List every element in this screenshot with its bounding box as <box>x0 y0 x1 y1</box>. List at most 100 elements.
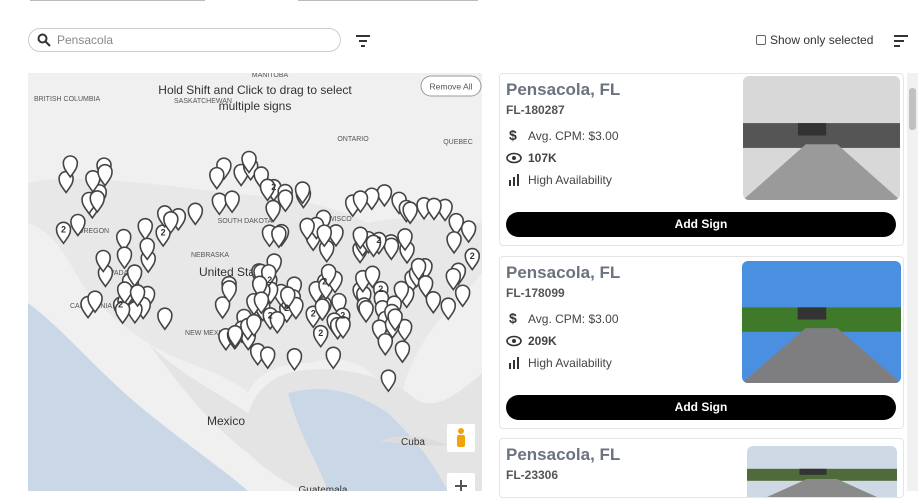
map-pin <box>410 257 427 282</box>
map-label: MANITOBA <box>252 73 289 79</box>
cluster-count: 2 <box>318 328 323 338</box>
billboard <box>799 468 827 475</box>
map-label: BRITISH COLUMBIA <box>34 96 100 103</box>
map-label: SASKATCHEWAN <box>174 98 232 105</box>
map-pin <box>365 234 382 258</box>
map-pin <box>85 170 101 194</box>
cluster-count: 2 <box>271 182 276 192</box>
add-sign-button[interactable]: Add Sign <box>506 395 896 420</box>
cluster-count: 2 <box>311 309 316 319</box>
cluster-count: 2 <box>470 251 475 261</box>
map-pin <box>397 228 413 252</box>
map-label: NEBRASKA <box>191 252 229 259</box>
map-pin <box>417 275 434 299</box>
remove-all-button[interactable] <box>420 75 482 97</box>
map-label: ONTARIO <box>337 136 369 143</box>
listing-title: Pensacola, FL <box>506 263 621 282</box>
map-pin <box>460 220 477 244</box>
map-pin <box>157 307 173 331</box>
toggle-label: Show only selected <box>770 33 874 47</box>
map-pin <box>445 267 462 291</box>
listing-id: FL-180287 <box>506 103 565 117</box>
map-pin <box>129 284 146 308</box>
billboard <box>797 307 827 320</box>
svg-text:$: $ <box>509 311 517 326</box>
map-pin <box>279 286 296 310</box>
map-label: Guatemala <box>299 485 348 491</box>
map-pin <box>227 325 243 349</box>
hint-line: multiple signs <box>219 99 292 113</box>
map-pin <box>396 318 413 342</box>
map-pin <box>139 237 156 261</box>
map-label: QUEBEC <box>443 139 473 146</box>
map-pin <box>95 249 112 273</box>
map-pin <box>383 237 400 261</box>
map-pin <box>387 308 403 332</box>
map-pin <box>269 311 286 335</box>
impressions-icon <box>506 335 522 347</box>
map-pin <box>335 316 351 340</box>
map-label: SOUTH DAKOTA <box>218 218 273 225</box>
map-pin <box>320 263 337 287</box>
listing-impressions: 209K <box>528 334 557 348</box>
cluster-count: 2 <box>61 225 66 235</box>
map[interactable]: BRITISH COLUMBIA MANITOBA SASKATCHEWAN ONTA… <box>28 73 482 491</box>
filter-icon[interactable] <box>356 35 370 47</box>
map-pin <box>214 296 231 320</box>
tab-edge <box>30 0 205 1</box>
billboard <box>797 123 827 136</box>
map-pin <box>137 217 154 241</box>
map-pin <box>187 202 204 226</box>
add-sign-button[interactable]: Add Sign <box>506 212 896 237</box>
map-pin <box>116 246 133 270</box>
listing-availability: High Availability <box>528 356 612 370</box>
map-label: Cuba <box>401 437 425 448</box>
map-label: WISCO <box>328 216 352 223</box>
map-pin <box>115 228 132 252</box>
availability-icon <box>509 174 519 186</box>
map-pin <box>325 346 342 370</box>
road <box>742 328 901 383</box>
map-pin <box>314 298 331 322</box>
map-pin <box>253 291 270 315</box>
map-pin <box>286 348 303 372</box>
map-pin <box>464 247 481 271</box>
map-pin <box>294 181 311 205</box>
map-pin <box>271 225 287 249</box>
map-pin <box>126 264 143 288</box>
map-pin <box>448 212 465 237</box>
show-selected-toggle[interactable]: Show only selected <box>756 33 873 47</box>
tab-edge <box>298 0 478 1</box>
map-pin <box>265 199 281 223</box>
listing-title: Pensacola, FL <box>506 80 621 99</box>
map-label: Mexico <box>207 414 245 428</box>
listing-availability: High Availability <box>528 173 612 187</box>
map-pin <box>380 369 397 393</box>
map-pin <box>446 231 462 255</box>
search-placeholder: Pensacola <box>57 33 114 47</box>
map-pin <box>87 290 103 314</box>
listing-impressions: 107K <box>528 151 557 165</box>
map-pin <box>425 290 442 315</box>
map-pin <box>312 324 329 349</box>
listing-card[interactable]: Pensacola, FL FL-178099 $ Avg. CPM: $3.00 20… <box>499 256 904 429</box>
listing-card[interactable]: Pensacola, FL FL-180287 $ Avg. CPM: $3.00 10… <box>499 73 904 246</box>
map-pin <box>114 301 131 325</box>
listing-card[interactable]: Pensacola, FL FL-23306 <box>499 438 904 498</box>
availability-icon <box>509 357 519 369</box>
map-pin <box>394 340 411 364</box>
map-pin <box>70 213 86 237</box>
road <box>743 144 900 200</box>
map-pin <box>221 280 237 304</box>
cluster-count: 2 <box>340 311 345 321</box>
search-box[interactable]: Pensacola <box>28 28 341 52</box>
map-pin <box>224 190 240 214</box>
map-pin <box>89 190 106 214</box>
cpm-icon: $ <box>509 128 517 143</box>
search-icon <box>37 33 51 47</box>
map-pin <box>454 284 471 308</box>
cluster-count: 2 <box>268 310 273 320</box>
map-pin <box>97 163 113 187</box>
sort-icon[interactable] <box>894 35 908 47</box>
scrollbar[interactable] <box>907 73 918 491</box>
